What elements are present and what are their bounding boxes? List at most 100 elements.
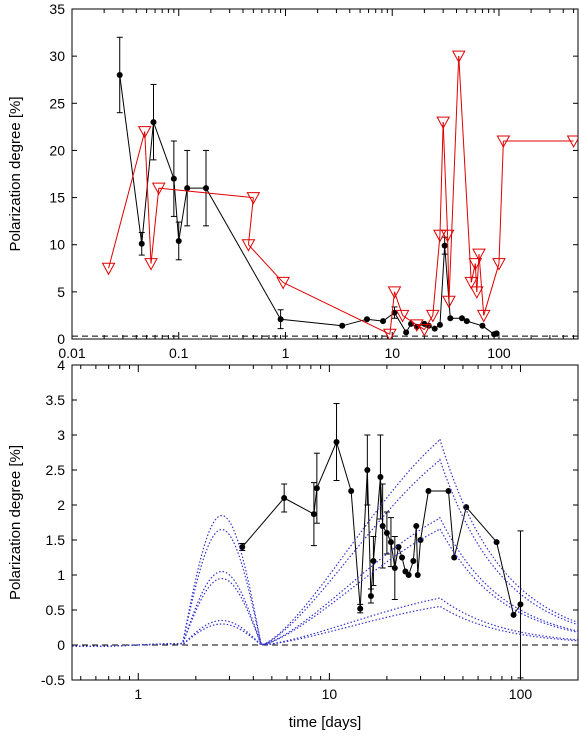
- series-segment: [153, 121, 175, 179]
- plot-frame: [71, 364, 579, 681]
- data-point: [414, 572, 421, 578]
- series-segment: [350, 490, 361, 609]
- y-tick-label: 15: [49, 190, 65, 206]
- upper-limit-marker: [451, 50, 466, 64]
- series-segment: [448, 56, 460, 302]
- y-tick-label: 0.5: [46, 602, 66, 618]
- data-point: [493, 330, 500, 337]
- top-panel: 0 5 10 15 20 25 30 35 0.01 0.1 1 10 100 Polarization …: [7, 1, 579, 361]
- upper-limit-marker: [469, 286, 484, 299]
- x-tick-label: 100: [487, 345, 511, 361]
- data-point: [517, 601, 524, 608]
- y-tick-label: 0: [57, 331, 65, 347]
- series-segment: [283, 497, 315, 515]
- y-tick-label: 35: [49, 1, 65, 17]
- data-point: [310, 511, 317, 518]
- upper-limit-marker: [425, 309, 440, 323]
- series-connectors: [108, 56, 574, 335]
- data-point: [377, 474, 384, 480]
- upper-limit-marker: [241, 239, 256, 252]
- data-point: [410, 558, 417, 564]
- y-tick-label: 1: [57, 567, 65, 583]
- x-tick-label: 0.01: [58, 345, 85, 361]
- series-segment: [470, 263, 476, 283]
- data-point: [348, 488, 355, 494]
- y-tick-label: 1.5: [46, 532, 66, 548]
- data-point: [313, 485, 320, 492]
- data-point: [175, 237, 182, 244]
- data-point: [281, 495, 288, 501]
- series-segment: [158, 187, 254, 199]
- plot-frame: [71, 8, 579, 340]
- series-segment: [453, 506, 467, 558]
- data-point: [413, 523, 420, 529]
- plot-area: [72, 36, 578, 339]
- series-segment: [372, 476, 381, 562]
- series-segment: [359, 469, 368, 609]
- data-point: [138, 240, 145, 247]
- upper-limit-marker: [101, 262, 116, 276]
- x-tick-label: 10: [384, 345, 400, 361]
- upper-limit-marker: [137, 126, 152, 139]
- upper-limit-marker: [433, 229, 447, 243]
- data-point: [379, 523, 386, 529]
- upper-limit-marker: [151, 182, 166, 196]
- data-point: [403, 329, 410, 336]
- y-tick-label: 2.5: [46, 462, 66, 478]
- data-point: [380, 318, 387, 325]
- series-segment: [442, 122, 449, 236]
- series-segment: [423, 315, 434, 330]
- series-segment: [248, 244, 284, 283]
- series-segment: [465, 506, 497, 543]
- series-segment: [342, 318, 368, 327]
- data-point: [391, 565, 398, 571]
- upper-limit-marker: [442, 295, 456, 309]
- series-segment: [144, 131, 152, 264]
- series-segment: [415, 525, 419, 576]
- y-tick-label: 3: [57, 427, 65, 443]
- bottom-panel: -0.5 0 0.5 1 1.5 2 2.5 3 3.5 4 1 10 100 Polarization …: [7, 357, 579, 731]
- y-tick-label: 10: [49, 237, 65, 253]
- upper-limit-marker: [246, 192, 261, 205]
- data-point: [357, 605, 364, 612]
- data-point: [170, 175, 177, 182]
- data-point: [479, 322, 486, 329]
- series-segment: [439, 122, 444, 236]
- series-segment: [178, 188, 188, 242]
- upper-limit-marker: [492, 258, 506, 271]
- data-point: [463, 318, 470, 325]
- series-segment: [416, 324, 425, 330]
- y-tick-label: -0.5: [41, 672, 65, 688]
- upper-limit-marker: [464, 276, 479, 290]
- data-point: [277, 316, 284, 323]
- data-point: [441, 242, 448, 249]
- series-segment: [447, 235, 450, 302]
- data-point: [451, 554, 458, 561]
- upper-limit-marker: [387, 286, 402, 299]
- series-segment: [390, 542, 396, 569]
- series-segment: [447, 490, 455, 558]
- data-point: [387, 539, 394, 546]
- series-segment: [420, 490, 429, 541]
- data-point: [395, 544, 402, 550]
- data-point: [445, 488, 452, 494]
- x-tick-label: 1: [134, 686, 142, 702]
- data-point: [510, 611, 517, 618]
- data-point: [367, 593, 374, 599]
- upper-limit-marker: [409, 319, 424, 332]
- plot-area: [72, 403, 578, 679]
- data-point: [363, 316, 370, 323]
- series-segment: [205, 187, 282, 320]
- data-point: [333, 439, 340, 445]
- model-curve: [72, 458, 578, 647]
- y-tick-label: 5: [57, 284, 65, 300]
- y-tick-label: 20: [49, 142, 65, 158]
- data-point: [431, 325, 438, 332]
- series-segment: [439, 245, 446, 325]
- model-curve: [72, 527, 578, 647]
- series-segment: [417, 539, 422, 576]
- series-segment: [498, 140, 504, 264]
- series-segment: [150, 188, 160, 264]
- data-point: [150, 119, 157, 126]
